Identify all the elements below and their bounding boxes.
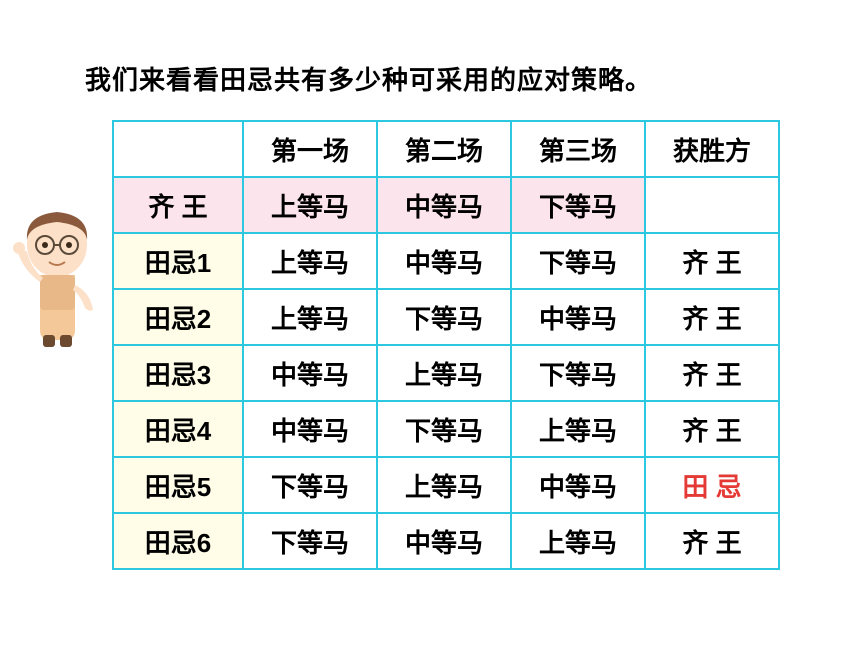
table-row: 田忌3 中等马 上等马 下等马 齐 王 <box>113 345 779 401</box>
cell-r3: 下等马 <box>511 345 645 401</box>
cell-winner: 齐 王 <box>645 289 779 345</box>
cell-winner: 齐 王 <box>645 233 779 289</box>
cell-winner: 齐 王 <box>645 513 779 569</box>
table-row: 田忌5 下等马 上等马 中等马 田 忌 <box>113 457 779 513</box>
cell-r2: 中等马 <box>377 233 511 289</box>
cell-r1: 中等马 <box>243 401 377 457</box>
cell-r1: 中等马 <box>243 345 377 401</box>
cell-r1: 上等马 <box>243 233 377 289</box>
cell-winner: 齐 王 <box>645 345 779 401</box>
cell-r3: 上等马 <box>511 513 645 569</box>
cell-r1: 上等马 <box>243 289 377 345</box>
table-header-row: 第一场 第二场 第三场 获胜方 <box>113 121 779 177</box>
cell-r3: 下等马 <box>511 233 645 289</box>
king-winner <box>645 177 779 233</box>
table-row: 田忌1 上等马 中等马 下等马 齐 王 <box>113 233 779 289</box>
tian-label: 田忌3 <box>113 345 243 401</box>
cell-r2: 下等马 <box>377 401 511 457</box>
tian-label: 田忌2 <box>113 289 243 345</box>
header-round1: 第一场 <box>243 121 377 177</box>
cell-r3: 上等马 <box>511 401 645 457</box>
tian-label: 田忌5 <box>113 457 243 513</box>
cell-r1: 下等马 <box>243 513 377 569</box>
cell-r3: 中等马 <box>511 457 645 513</box>
header-round3: 第三场 <box>511 121 645 177</box>
king-r2: 中等马 <box>377 177 511 233</box>
king-row: 齐 王 上等马 中等马 下等马 <box>113 177 779 233</box>
cell-r3: 中等马 <box>511 289 645 345</box>
cell-winner: 齐 王 <box>645 401 779 457</box>
cell-r2: 下等马 <box>377 289 511 345</box>
header-round2: 第二场 <box>377 121 511 177</box>
king-label: 齐 王 <box>113 177 243 233</box>
strategy-table: 第一场 第二场 第三场 获胜方 齐 王 上等马 中等马 下等马 田忌1 上等马 … <box>112 120 780 570</box>
strategy-table-container: 第一场 第二场 第三场 获胜方 齐 王 上等马 中等马 下等马 田忌1 上等马 … <box>112 120 780 570</box>
header-blank <box>113 121 243 177</box>
table-row: 田忌4 中等马 下等马 上等马 齐 王 <box>113 401 779 457</box>
tian-label: 田忌6 <box>113 513 243 569</box>
header-winner: 获胜方 <box>645 121 779 177</box>
cell-winner: 田 忌 <box>645 457 779 513</box>
cell-r2: 上等马 <box>377 345 511 401</box>
cell-r2: 上等马 <box>377 457 511 513</box>
cell-r1: 下等马 <box>243 457 377 513</box>
boy-character <box>5 200 110 350</box>
tian-label: 田忌4 <box>113 401 243 457</box>
tian-label: 田忌1 <box>113 233 243 289</box>
table-row: 田忌2 上等马 下等马 中等马 齐 王 <box>113 289 779 345</box>
king-r3: 下等马 <box>511 177 645 233</box>
cell-r2: 中等马 <box>377 513 511 569</box>
king-r1: 上等马 <box>243 177 377 233</box>
page-title: 我们来看看田忌共有多少种可采用的应对策略。 <box>85 60 652 97</box>
table-row: 田忌6 下等马 中等马 上等马 齐 王 <box>113 513 779 569</box>
